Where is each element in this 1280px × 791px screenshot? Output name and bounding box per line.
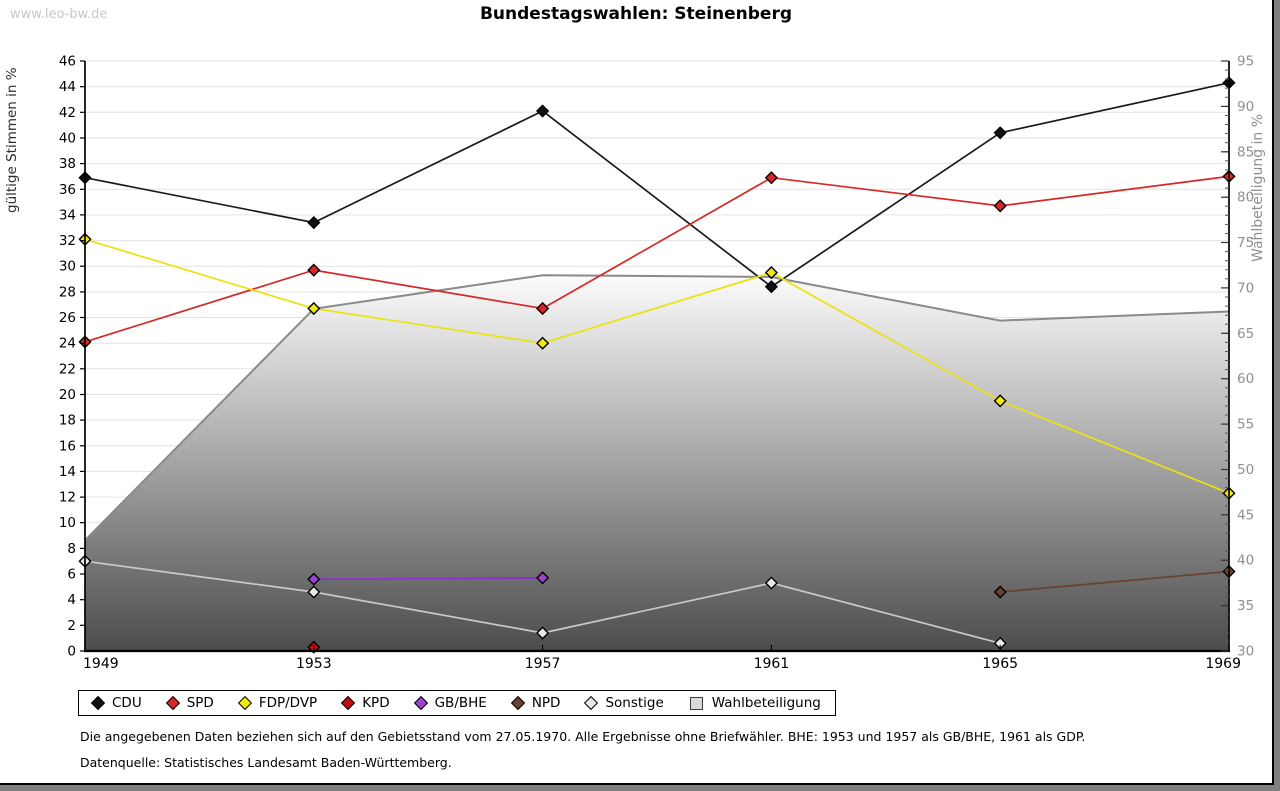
svg-text:22: 22 [59,361,76,377]
svg-text:4: 4 [67,592,76,608]
svg-text:90: 90 [1237,99,1254,115]
page-title: Bundestagswahlen: Steinenberg [479,4,793,24]
svg-text:1949: 1949 [83,656,119,672]
svg-text:1961: 1961 [754,656,790,672]
svg-text:24: 24 [59,336,76,352]
svg-text:38: 38 [59,156,76,172]
svg-text:30: 30 [1237,644,1254,660]
svg-text:0: 0 [67,644,76,660]
svg-text:30: 30 [59,259,76,275]
svg-text:44: 44 [59,79,76,95]
footnote-geography: Die angegebenen Daten beziehen sich auf … [80,729,1086,744]
diamond-marker-icon [237,695,252,711]
series-gb-bhe [307,571,550,586]
svg-text:2: 2 [67,618,76,634]
diamond-marker-icon [413,695,428,711]
legend-item-spd: SPD [165,695,214,711]
diamond-marker-icon [165,695,180,711]
legend-item-wahlbeteiligung: Wahlbeteiligung [689,695,821,711]
svg-text:12: 12 [59,490,76,506]
svg-text:10: 10 [59,515,76,531]
legend-item-kpd: KPD [341,695,390,711]
series-cdu [78,76,1236,294]
svg-text:70: 70 [1237,280,1254,296]
right-axis-title: Wahlbeteiligung in % [1250,114,1266,262]
legend-label: FDP/DVP [258,695,318,711]
legend: CDU SPD FDP/DVP KPD GB/BHE NPD Sonstige Wahlbet… [78,690,836,716]
svg-text:85: 85 [1237,144,1254,160]
legend-label: Sonstige [605,695,664,711]
svg-text:36: 36 [59,182,76,198]
svg-text:42: 42 [59,105,76,121]
diamond-marker-icon [341,695,356,711]
svg-text:28: 28 [59,284,76,300]
svg-text:16: 16 [59,438,76,454]
watermark: www.leo-bw.de [10,7,108,22]
legend-item-sonstige: Sonstige [584,695,664,711]
legend-label: CDU [112,695,142,711]
svg-text:1965: 1965 [982,656,1018,672]
turnout-area [84,274,1230,651]
svg-text:55: 55 [1237,417,1254,433]
svg-text:6: 6 [67,567,76,583]
svg-text:50: 50 [1237,462,1254,478]
legend-item-cdu: CDU [90,695,142,711]
election-line-chart: 0 2 4 6 8 10 12 14 16 18 20 22 24 26 28 30 32 34 36 38 40 42 4… [4,54,1266,673]
svg-text:65: 65 [1237,326,1254,342]
svg-text:35: 35 [1237,598,1254,614]
svg-text:1957: 1957 [525,656,561,672]
svg-text:40: 40 [59,131,76,147]
svg-text:20: 20 [59,387,76,403]
svg-text:14: 14 [59,464,76,480]
legend-label: KPD [362,695,390,711]
svg-text:95: 95 [1237,54,1254,70]
turnout-square-icon [689,696,703,710]
svg-text:40: 40 [1237,553,1254,569]
svg-text:80: 80 [1237,190,1254,206]
legend-item-gb-bhe: GB/BHE [413,695,487,711]
svg-text:8: 8 [67,541,76,557]
svg-text:75: 75 [1237,235,1254,251]
svg-text:1969: 1969 [1205,656,1241,672]
svg-text:26: 26 [59,310,76,326]
legend-label: NPD [531,695,561,711]
legend-item-npd: NPD [510,695,561,711]
svg-text:45: 45 [1237,507,1254,523]
svg-text:32: 32 [59,233,76,249]
diamond-marker-icon [584,695,599,711]
legend-label: GB/BHE [434,695,487,711]
svg-text:46: 46 [59,54,76,70]
legend-label: Wahlbeteiligung [711,695,821,711]
diamond-marker-icon [90,695,106,711]
axes: 0246810121416182022242628303234363840424… [59,54,1254,673]
svg-text:34: 34 [59,207,76,223]
footnote-source: Datenquelle: Statistisches Landesamt Bad… [80,755,452,770]
legend-label: SPD [186,695,214,711]
diamond-marker-icon [510,695,525,711]
left-axis-title: gültige Stimmen in % [4,67,20,213]
svg-text:18: 18 [59,413,76,429]
svg-text:60: 60 [1237,371,1254,387]
legend-item-fdp-dvp: FDP/DVP [237,695,318,711]
svg-text:1953: 1953 [296,656,332,672]
